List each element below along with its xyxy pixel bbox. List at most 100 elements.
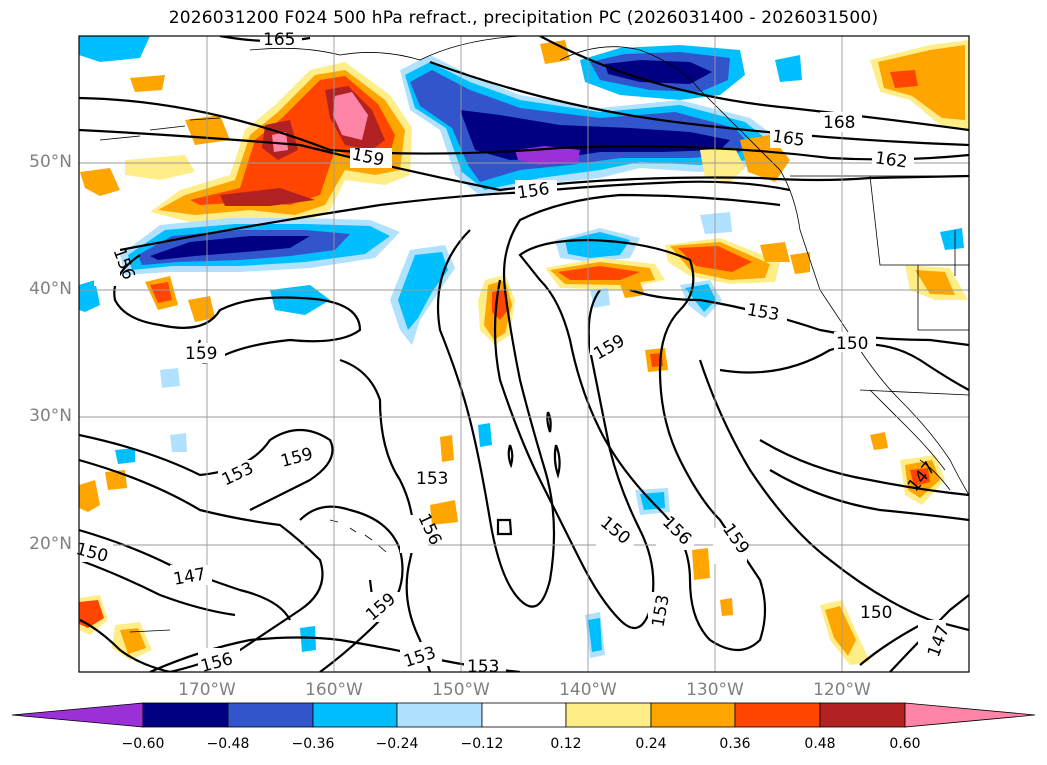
precip-shading — [79, 36, 969, 665]
colorbar-segment — [142, 702, 229, 728]
map-title: 2026031200 F024 500 hPa refract., precip… — [168, 8, 879, 28]
colorbar-segment — [481, 702, 567, 728]
precip-pos-e9 — [700, 148, 745, 182]
colorbar-segment — [650, 702, 736, 728]
contour-loop-sm2 — [507, 444, 514, 469]
colorbar-tick-label: −0.36 — [291, 736, 335, 752]
contour-east-inner — [698, 359, 969, 632]
contour-162 — [79, 96, 969, 161]
colorbar-segment — [904, 702, 1036, 728]
refractivity-contours — [79, 36, 969, 672]
precip-pos-aleut-brown3 — [220, 188, 315, 206]
precip-neg-e6 — [590, 288, 610, 308]
contour-loop-sq — [496, 518, 513, 536]
contour-label: 162 — [874, 148, 909, 172]
precip-neg-c2 — [270, 285, 330, 315]
precip-neg-s7b — [588, 618, 602, 652]
contour-east-lower — [769, 469, 969, 522]
contour-159-west — [79, 429, 334, 511]
colorbar-tick-label: 0.36 — [719, 736, 751, 752]
islands-misc — [129, 629, 171, 633]
precip-pos-s2b — [79, 600, 104, 628]
contour-label: 150 — [836, 334, 868, 354]
colorbar-segment — [11, 702, 144, 728]
lat-label: 40°N — [29, 279, 72, 299]
precip-pos-e12 — [790, 252, 810, 274]
contour-156-north — [119, 180, 791, 252]
precip-pos-e13b — [915, 270, 955, 295]
lat-label: 50°N — [29, 152, 72, 172]
colorbar-tick-label: 0.60 — [889, 736, 921, 752]
lat-label: 30°N — [29, 406, 72, 426]
colorbar-segment — [227, 702, 314, 728]
colorbar — [11, 702, 1036, 728]
contour-central-1 — [436, 193, 781, 608]
colorbar-tick-label: −0.48 — [206, 736, 250, 752]
precip-pos-w40b — [125, 155, 195, 180]
colorbar-tick-label: 0.24 — [635, 736, 667, 752]
coast-baja — [869, 389, 951, 491]
colorbar-segment — [734, 702, 821, 728]
islands-hawaii — [329, 519, 387, 553]
precip-pos-ne3 — [540, 40, 570, 64]
colorbar-tick-label: 0.48 — [804, 736, 836, 752]
colorbar-segment — [396, 702, 483, 728]
precip-pos-w40 — [80, 168, 120, 196]
precip-neg-central-strip2 — [398, 252, 448, 330]
contour-153-w — [79, 458, 324, 672]
precip-neg-e14 — [940, 228, 964, 250]
contour-159-north — [79, 128, 969, 192]
lon-label: 140°W — [559, 680, 617, 700]
contour-label: 165 — [263, 30, 295, 50]
colorbar-tick-label: −0.60 — [121, 736, 165, 752]
precip-neg-s16 — [170, 433, 187, 452]
precip-neg-nbc-navy — [605, 60, 712, 84]
precip-neg-s14 — [300, 626, 316, 652]
coast-alaska — [249, 36, 969, 496]
precip-pos-s9 — [692, 548, 710, 580]
border-us-mex — [859, 389, 969, 396]
precip-pos-aleut-pink — [333, 92, 368, 140]
precip-pos-s12c — [910, 468, 930, 486]
precip-neg-s18 — [160, 368, 180, 388]
precip-neg-ne2 — [775, 55, 802, 82]
precip-pos-ne4 — [130, 75, 165, 92]
precip-neg-e5 — [700, 212, 732, 234]
precip-pos-e2c — [558, 266, 640, 280]
contour-label-layer: 165 168 165 162 159 156 156 159 159 153 … — [74, 30, 954, 677]
lon-label: 150°W — [432, 680, 490, 700]
border-state1 — [869, 175, 969, 266]
islands-aleut — [99, 117, 221, 141]
lon-label: 160°W — [305, 680, 363, 700]
precip-neg-s6 — [478, 423, 492, 447]
contour-label: 147 — [172, 564, 207, 589]
precip-pos-aleut-pink2 — [272, 132, 288, 152]
contour-label: 165 — [771, 127, 806, 151]
contour-label: 156 — [516, 179, 551, 203]
precip-pos-s10 — [720, 598, 733, 616]
precip-pos-ne-b — [878, 45, 965, 120]
lon-label: 130°W — [686, 680, 744, 700]
contour-147-w — [79, 558, 236, 617]
colorbar-tick-label: −0.24 — [375, 736, 419, 752]
precip-pos-w40d — [150, 282, 172, 303]
contour-153-c — [339, 358, 432, 672]
contour-loop-sm1 — [546, 411, 552, 433]
contour-168 — [539, 36, 969, 132]
precip-neg-band-navy — [150, 236, 310, 260]
lon-label: 120°W — [813, 680, 871, 700]
precip-pos-w35 — [188, 296, 215, 322]
precip-pos-ne-c — [890, 70, 918, 88]
colorbar-tick-label: 0.12 — [550, 736, 582, 752]
colorbar-tick-label: −0.12 — [460, 736, 504, 752]
contour-label: 159 — [185, 344, 217, 364]
contour-south-2 — [79, 619, 171, 672]
precip-pos-s13 — [870, 432, 888, 450]
precip-neg-s15 — [115, 448, 135, 464]
colorbar-segment — [312, 702, 398, 728]
contour-loop-sm3 — [553, 444, 561, 479]
colorbar-segment — [819, 702, 906, 728]
precip-pos-s5 — [440, 435, 454, 462]
contour-label: 150 — [860, 603, 892, 623]
lon-label: 170°W — [178, 680, 236, 700]
